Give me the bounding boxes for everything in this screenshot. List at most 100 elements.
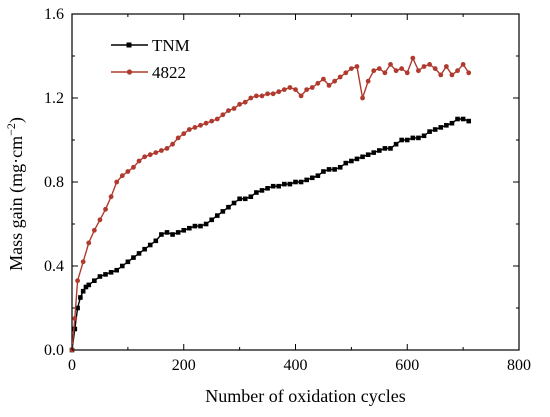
legend-entry-tnm: TNM	[111, 36, 190, 55]
data-point-tnm	[270, 183, 276, 189]
data-point-tnm	[354, 156, 360, 162]
data-point-4822	[231, 106, 237, 111]
data-point-tnm	[209, 217, 214, 223]
data-point-tnm	[326, 167, 332, 172]
data-point-4822	[72, 316, 78, 321]
y-axis-label-sup: −2	[4, 123, 18, 136]
data-point-4822	[181, 131, 187, 137]
data-point-tnm	[438, 125, 444, 130]
data-point-tnm	[231, 200, 237, 206]
data-point-tnm	[360, 154, 365, 160]
data-point-tnm	[153, 238, 159, 244]
data-point-tnm	[377, 148, 382, 153]
data-point-4822	[309, 85, 315, 90]
data-point-4822	[248, 95, 254, 101]
series-layer	[69, 55, 472, 353]
data-point-4822	[136, 158, 142, 164]
y-axis-label-close: )	[6, 117, 27, 123]
data-point-4822	[175, 135, 181, 141]
data-point-4822	[103, 206, 108, 212]
data-point-4822	[343, 70, 349, 76]
y-tick-label: 1.6	[44, 6, 64, 23]
legend-marker-tnm	[126, 42, 132, 48]
data-point-4822	[125, 169, 131, 174]
data-point-4822	[198, 122, 203, 128]
data-point-4822	[354, 64, 360, 69]
data-point-tnm	[382, 146, 388, 151]
data-point-tnm	[309, 175, 315, 181]
data-point-4822	[376, 66, 382, 71]
data-point-tnm	[192, 223, 198, 229]
data-point-4822	[153, 150, 159, 156]
data-point-4822	[443, 64, 449, 69]
data-point-tnm	[83, 284, 89, 290]
y-tick-label: 1.2	[44, 90, 64, 107]
data-point-tnm	[276, 183, 282, 189]
data-point-tnm	[187, 225, 192, 231]
y-tick-label: 0.0	[44, 342, 64, 359]
data-point-4822	[86, 240, 92, 246]
data-point-tnm	[315, 173, 321, 178]
data-point-tnm	[237, 196, 242, 202]
data-point-4822	[427, 62, 432, 67]
data-point-tnm	[259, 188, 265, 193]
data-point-tnm	[449, 120, 455, 126]
legend-entry-4822: 4822	[111, 63, 186, 82]
series-line-tnm	[71, 118, 469, 351]
data-point-4822	[287, 85, 293, 90]
data-point-4822	[253, 93, 259, 99]
data-point-tnm	[147, 242, 153, 248]
data-point-tnm	[75, 305, 80, 311]
y-axis-label: Mass gain (mg·cm−2)	[4, 117, 27, 271]
legend-marker-4822	[126, 69, 133, 75]
data-point-4822	[416, 68, 421, 74]
data-point-tnm	[92, 278, 97, 283]
data-point-4822	[242, 99, 248, 105]
data-point-tnm	[343, 160, 349, 166]
data-point-tnm	[393, 141, 399, 147]
data-point-tnm	[108, 270, 114, 275]
data-point-4822	[315, 80, 321, 86]
x-axis-label: Number of oxidation cycles	[205, 386, 405, 406]
data-point-4822	[75, 278, 80, 284]
data-point-tnm	[159, 232, 164, 237]
data-point-tnm	[181, 228, 187, 233]
data-point-tnm	[86, 282, 92, 288]
data-point-tnm	[444, 123, 449, 128]
data-point-tnm	[214, 213, 220, 218]
data-point-4822	[466, 70, 472, 76]
x-tick-label: 400	[284, 357, 308, 374]
data-point-tnm	[337, 165, 343, 170]
data-point-4822	[159, 148, 164, 153]
data-point-4822	[348, 66, 354, 71]
data-point-tnm	[248, 194, 254, 199]
data-point-4822	[80, 259, 86, 265]
data-point-tnm	[410, 135, 416, 141]
data-point-4822	[281, 87, 287, 92]
x-tick-label: 600	[395, 357, 419, 374]
y-axis-label-main: Mass gain (mg·cm	[6, 136, 27, 271]
data-point-4822	[226, 108, 231, 113]
data-point-tnm	[265, 186, 270, 191]
data-point-4822	[192, 125, 198, 130]
data-point-tnm	[114, 267, 119, 273]
x-tick-label: 800	[507, 357, 531, 374]
data-point-4822	[97, 217, 103, 223]
data-point-4822	[131, 164, 136, 170]
data-point-tnm	[298, 179, 304, 185]
data-point-4822	[270, 91, 276, 97]
data-point-tnm	[136, 251, 142, 256]
data-point-4822	[326, 83, 332, 88]
legend-label-tnm: TNM	[152, 36, 190, 55]
data-point-4822	[119, 173, 125, 179]
data-point-tnm	[80, 288, 86, 294]
data-point-tnm	[72, 326, 78, 332]
data-point-tnm	[421, 133, 427, 139]
data-point-4822	[399, 66, 405, 71]
data-point-4822	[321, 76, 326, 82]
data-point-tnm	[332, 167, 337, 172]
data-point-4822	[410, 55, 416, 61]
data-point-4822	[237, 101, 243, 107]
data-point-4822	[186, 127, 192, 132]
data-point-tnm	[371, 150, 377, 155]
